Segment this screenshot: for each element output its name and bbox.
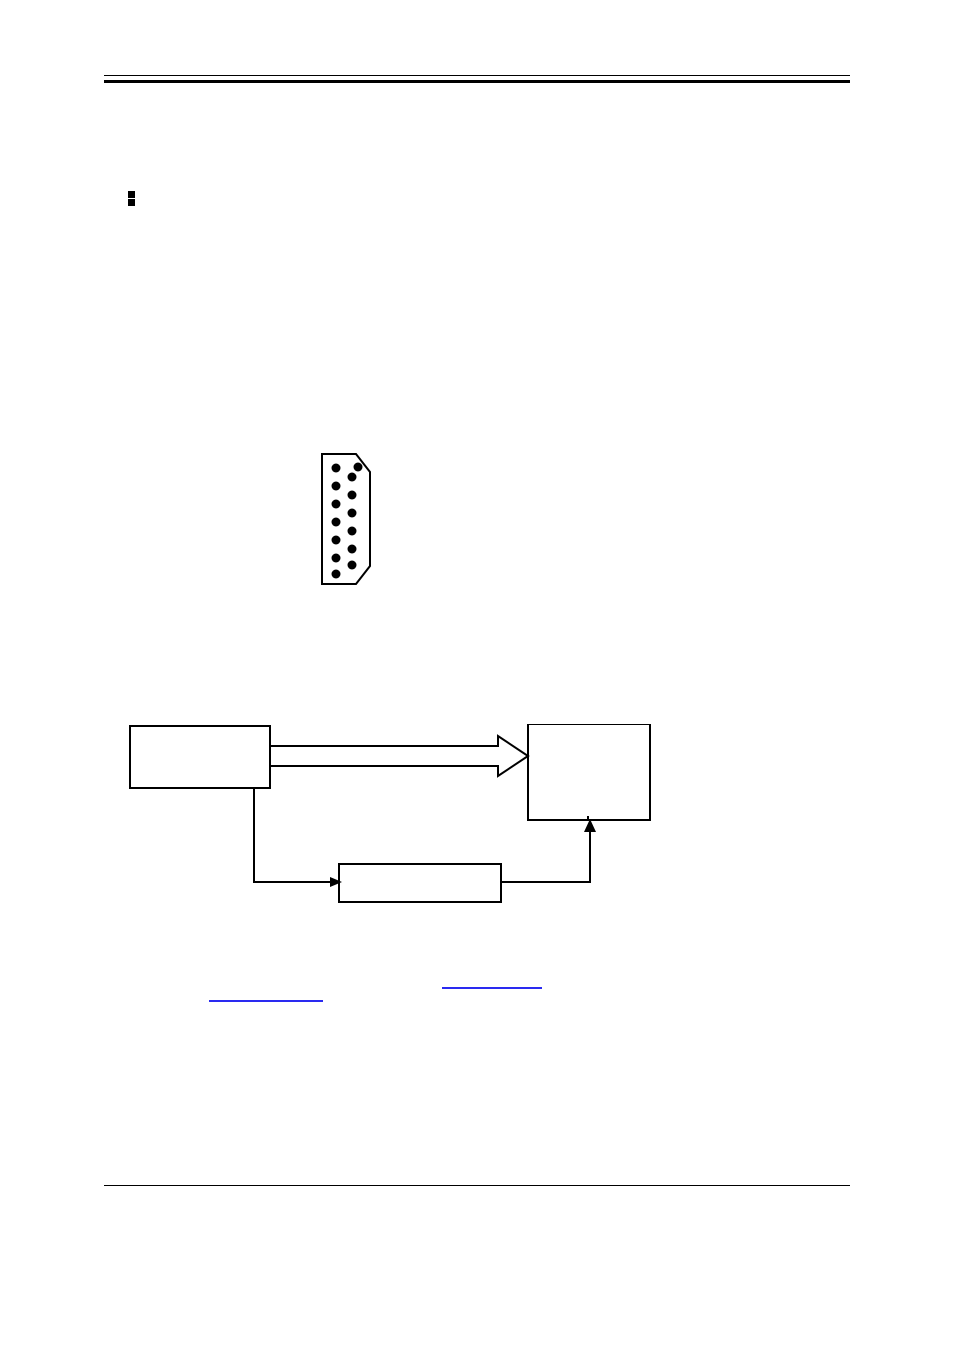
square-bullet-icon <box>128 199 135 206</box>
flowchart-node-right <box>528 724 650 820</box>
connector-pin <box>348 509 357 518</box>
flowchart-edge-left-to-bottom <box>254 796 330 882</box>
connector-pin <box>354 463 363 472</box>
connector-pin <box>348 527 357 536</box>
connector-pin <box>332 518 341 527</box>
connector-pin <box>348 545 357 554</box>
connector-pin <box>332 554 341 563</box>
arrowhead-icon <box>330 877 342 887</box>
flowchart-node-bottom <box>339 864 501 902</box>
connector-pin <box>348 561 357 570</box>
connector-pin <box>348 491 357 500</box>
page-root: { "header": { "line_thin_color": "#00000… <box>0 0 954 1351</box>
footer-rule <box>104 1185 850 1186</box>
list-item <box>128 198 145 206</box>
flowchart-diagram <box>120 724 680 924</box>
connector-pin <box>332 570 341 579</box>
connector-outline <box>322 454 370 584</box>
flowchart-edge-broad-arrow <box>270 736 528 776</box>
connector-diagram <box>318 450 378 590</box>
flowchart-edge-bottom-to-right <box>501 830 590 882</box>
connector-pin <box>332 500 341 509</box>
list-item <box>128 190 145 198</box>
square-bullet-icon <box>128 191 135 198</box>
connector-pin <box>348 473 357 482</box>
connector-pin <box>332 464 341 473</box>
header-rule-thin <box>104 75 850 76</box>
bullet-list <box>128 190 145 206</box>
hyperlink-underline[interactable] <box>209 1000 323 1002</box>
flowchart-node-left <box>130 726 270 788</box>
connector-pin <box>332 482 341 491</box>
header-rule-thick <box>104 80 850 83</box>
connector-pin <box>332 536 341 545</box>
hyperlink-underline[interactable] <box>442 987 542 989</box>
